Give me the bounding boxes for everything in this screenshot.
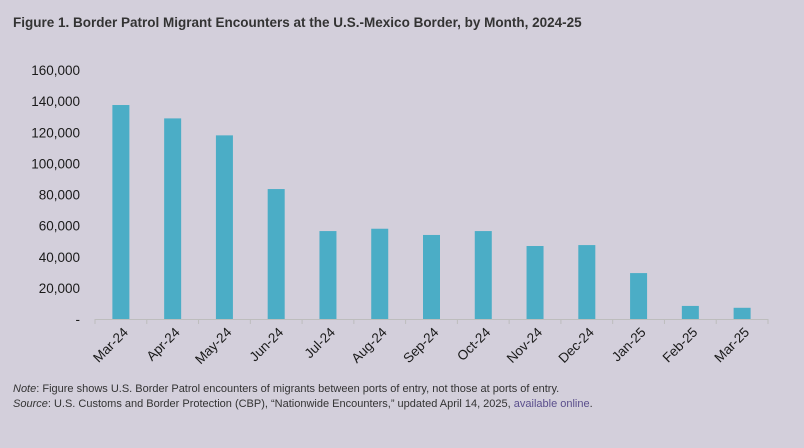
source-text: : U.S. Customs and Border Protection (CB… [47, 398, 514, 410]
x-tick-label: Sep-24 [400, 324, 442, 366]
x-tick-label: Mar-24 [90, 324, 131, 365]
available-online-link[interactable]: available online [513, 398, 590, 410]
bar-dec-24 [578, 245, 596, 319]
x-tick-label: Dec-24 [556, 324, 598, 366]
source-label: Source [13, 398, 48, 410]
note-text: : Figure shows U.S. Border Patrol encoun… [36, 383, 560, 395]
source-line: Source: U.S. Customs and Border Protecti… [13, 398, 593, 410]
y-tick-label: 160,000 [31, 63, 80, 78]
chart-title: Figure 1. Border Patrol Migrant Encounte… [13, 15, 582, 30]
x-tick-label: Jul-24 [301, 324, 338, 361]
bar-oct-24 [474, 231, 492, 319]
bar-mar-24 [112, 105, 130, 319]
bar-jun-24 [267, 189, 285, 319]
y-tick-label: - [76, 312, 81, 327]
bar-aug-24 [371, 228, 389, 319]
bar-jan-25 [630, 273, 648, 319]
x-tick-label: Nov-24 [504, 324, 546, 366]
bar-apr-24 [164, 118, 182, 319]
x-tick-label: Apr-24 [144, 324, 184, 364]
source-end: . [589, 398, 593, 410]
x-tick-label: Mar-25 [711, 325, 752, 366]
bar-may-24 [215, 135, 233, 319]
y-tick-label: 120,000 [31, 125, 80, 140]
y-tick-label: 140,000 [31, 94, 80, 109]
note-line: Note: Figure shows U.S. Border Patrol en… [13, 383, 559, 395]
x-tick-label: Aug-24 [348, 324, 390, 366]
bar-sep-24 [423, 234, 440, 319]
y-tick-label: 40,000 [39, 250, 80, 265]
y-tick-label: 100,000 [31, 156, 80, 171]
note-label: Note [13, 383, 37, 395]
x-tick-label: May-24 [192, 324, 235, 367]
y-tick-label: 60,000 [39, 219, 80, 234]
bar-jul-24 [319, 231, 337, 319]
x-tick-label: Oct-24 [454, 324, 494, 364]
bar-mar-25 [733, 307, 751, 319]
bar-nov-24 [526, 246, 544, 319]
y-tick-label: 20,000 [39, 281, 80, 296]
bar-chart: - 20,000 40,000 60,000 80,000 100,000 120,000 1… [31, 63, 769, 367]
bar-feb-25 [681, 305, 699, 319]
x-tick-label: Jan-25 [609, 325, 649, 365]
x-tick-label: Jun-24 [247, 324, 287, 364]
y-tick-label: 80,000 [39, 188, 80, 203]
x-tick-label: Feb-25 [660, 325, 701, 366]
